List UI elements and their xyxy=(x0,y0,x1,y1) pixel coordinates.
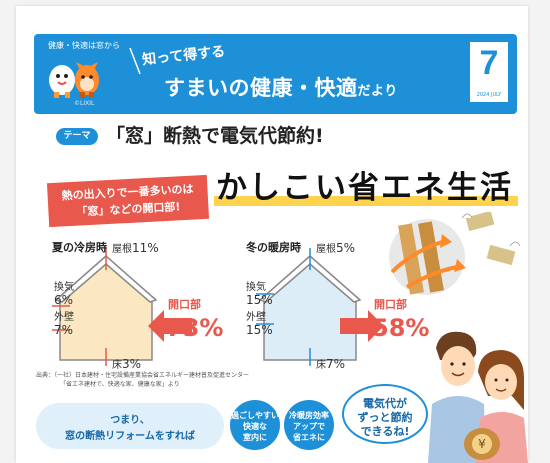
winter-floor-label: 床 xyxy=(316,360,326,371)
summary-line-1: つまり、 xyxy=(110,415,150,426)
benefit-efficiency-line-1: 冷暖房効率 xyxy=(289,411,329,420)
source-line-1: 出典：（一社）日本建材・住宅設備産業協会省エネルギー建材普及促進センター xyxy=(36,372,250,379)
benefit-comfort-line-3: 室内に xyxy=(243,433,267,442)
winter-vent-pct: 15% xyxy=(246,293,273,307)
flying-money-icon xyxy=(461,212,521,266)
summer-vent-pct: 6% xyxy=(54,293,74,307)
benefit-circle-comfort: 過ごしやすい 快適な 室内に xyxy=(230,400,280,450)
winter-roof-label: 屋根 xyxy=(316,244,336,255)
summer-wall-pct: 7% xyxy=(54,323,74,337)
issue-number: 7 xyxy=(479,44,499,82)
winter-opening-label: 開口部 xyxy=(374,298,407,311)
issue-box: 7 2024 JULY xyxy=(468,40,510,104)
winter-opening-pct: 58% xyxy=(372,314,430,342)
headline-highlight xyxy=(214,196,518,206)
newsletter-page: 健康・快適は窓から ©LIXIL 知って得する すまいの健康・快適だより xyxy=(16,6,528,463)
winter-roof: 屋根5% xyxy=(316,242,355,256)
newsletter-header: 健康・快適は窓から ©LIXIL 知って得する すまいの健康・快適だより xyxy=(34,34,517,114)
header-title-main: すまいの健康・快適 xyxy=(164,76,358,100)
summer-floor-pct: 3% xyxy=(122,357,142,371)
summer-wall: 外壁 7% xyxy=(54,312,74,338)
winter-roof-pct: 5% xyxy=(336,241,356,255)
headline: かしこい省エネ生活 xyxy=(216,170,513,206)
summer-opening-label: 開口部 xyxy=(168,298,201,311)
speech-line-1: 電気代が xyxy=(363,397,407,410)
winter-wall-label: 外壁 xyxy=(246,312,266,323)
summer-opening-pct: 73% xyxy=(166,314,224,342)
winter-floor-pct: 7% xyxy=(326,357,346,371)
callout-ribbon: 熱の出入りで一番多いのは 「窓」などの開口部! xyxy=(46,174,210,228)
speech-line-2: ずっと節約 xyxy=(357,411,413,424)
divider-slash-icon xyxy=(129,47,141,75)
issue-date: 2024 JULY xyxy=(476,92,502,98)
couple-illustration: ¥ xyxy=(428,331,528,463)
header-subtitle: 知って得する xyxy=(141,43,227,69)
summary-line-2: 窓の断熱リフォームをすれば xyxy=(65,431,195,442)
benefit-comfort-line-1: 過ごしやすい xyxy=(231,411,279,420)
winter-house-diagram xyxy=(256,248,384,366)
summer-house-diagram xyxy=(52,248,192,366)
speech-bubble: 電気代が ずっと節約 できるね! xyxy=(342,384,428,444)
theme-title: 「窓」断熱で電気代節約! xyxy=(106,125,324,147)
winter-vent-label: 換気 xyxy=(246,282,266,293)
summer-roof-pct: 11% xyxy=(132,241,159,255)
winter-wall-pct: 15% xyxy=(246,323,273,337)
header-title-suffix: だより xyxy=(357,84,398,99)
summer-title: 夏の冷房時 xyxy=(52,241,107,254)
benefit-efficiency-line-2: アップで xyxy=(293,422,325,431)
winter-title: 冬の暖房時 xyxy=(246,241,301,254)
summer-roof: 屋根11% xyxy=(112,242,159,256)
summer-vent-label: 換気 xyxy=(54,282,74,293)
summary-bubble: つまり、 窓の断熱リフォームをすれば xyxy=(36,403,224,449)
speech-line-3: できるね! xyxy=(360,425,410,438)
brand-tagline: 健康・快適は窓から xyxy=(48,41,120,50)
header-title: すまいの健康・快適だより xyxy=(164,72,398,102)
benefit-comfort-line-2: 快適な xyxy=(243,422,267,431)
mascot-icon xyxy=(49,62,99,98)
benefit-efficiency-line-3: 省エネに xyxy=(293,433,325,442)
summer-roof-label: 屋根 xyxy=(112,244,132,255)
summer-floor-label: 床 xyxy=(112,360,122,371)
winter-wall: 外壁 15% xyxy=(246,312,273,338)
window-frame-icon xyxy=(389,212,521,295)
winter-vent: 換気 15% xyxy=(246,282,273,308)
summer-wall-label: 外壁 xyxy=(54,312,74,323)
yen-coin-icon: ¥ xyxy=(464,428,500,460)
theme-badge: テーマ xyxy=(56,128,98,145)
summer-floor: 床3% xyxy=(112,358,141,372)
source-line-2: 「省エネ建材で、快適な家、健康な家」より xyxy=(60,381,180,388)
summer-vent: 換気 6% xyxy=(54,282,74,308)
copyright-label: ©LIXIL xyxy=(74,100,95,107)
winter-floor: 床7% xyxy=(316,358,345,372)
svg-text:¥: ¥ xyxy=(478,437,486,451)
benefit-circle-efficiency: 冷暖房効率 アップで 省エネに xyxy=(284,400,334,450)
source-note: 出典：（一社）日本建材・住宅設備産業協会省エネルギー建材普及促進センター 「省エ… xyxy=(36,371,249,389)
